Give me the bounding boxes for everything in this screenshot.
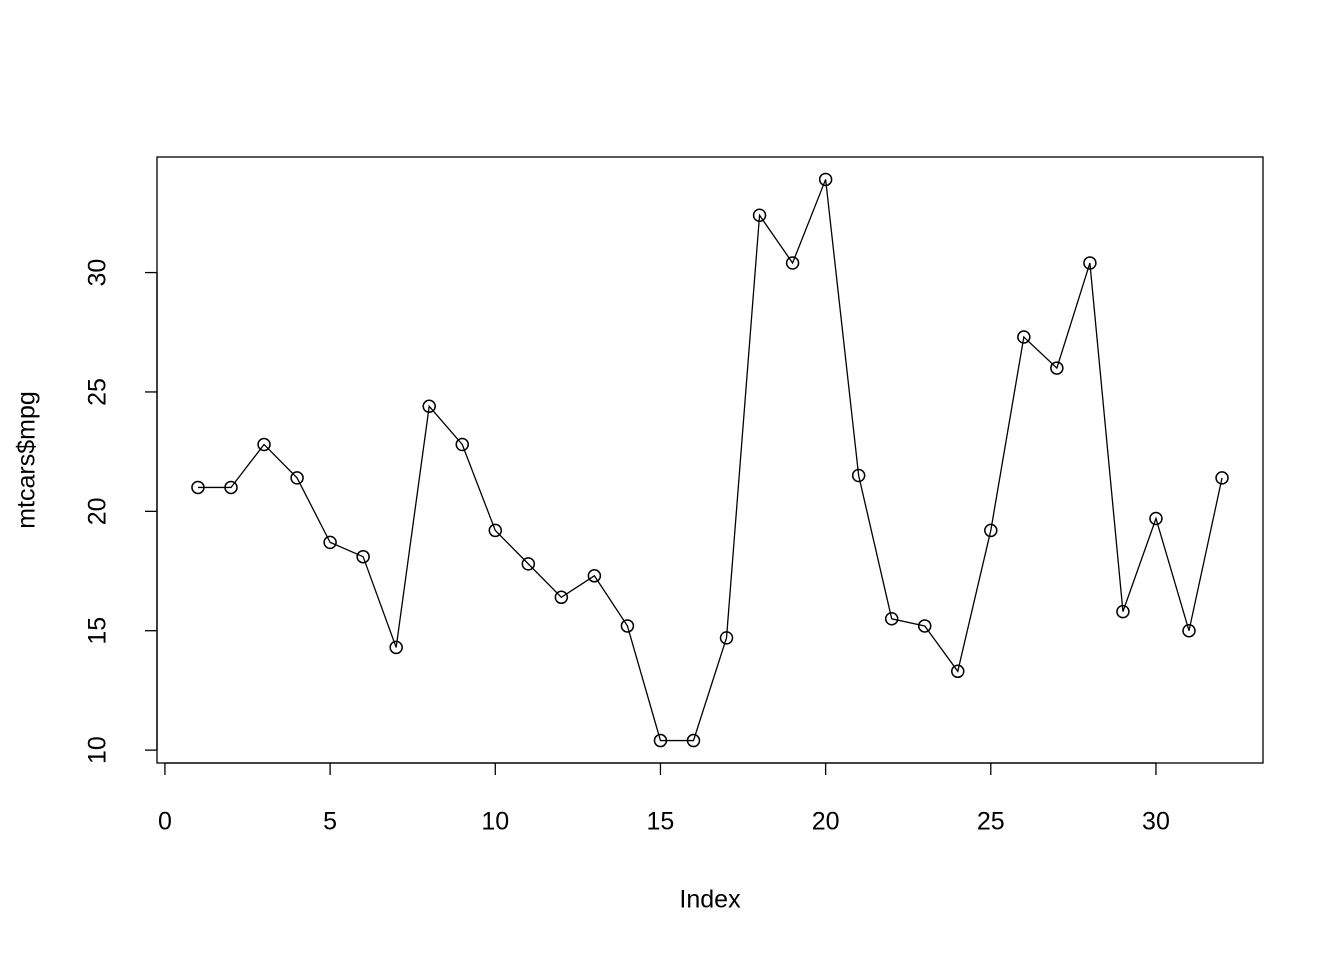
data-point <box>323 535 337 550</box>
x-tick-label: 20 <box>812 808 840 836</box>
data-line <box>197 179 1223 742</box>
data-point <box>1215 471 1229 485</box>
data-point <box>686 733 701 748</box>
data-point <box>752 208 767 223</box>
data-point <box>984 523 998 538</box>
data-point <box>257 437 271 452</box>
data-point <box>1017 330 1031 344</box>
data-point <box>620 619 635 633</box>
data-point <box>587 569 602 583</box>
data-point <box>1083 256 1097 270</box>
data-point <box>1182 623 1196 638</box>
plot-box <box>156 156 1264 764</box>
y-tick-label: 10 <box>84 736 112 764</box>
x-tick-label: 10 <box>481 808 509 836</box>
data-point <box>1050 361 1064 375</box>
y-tick-label: 15 <box>84 617 112 645</box>
x-axis-label: Index <box>679 886 741 914</box>
data-point <box>488 523 503 538</box>
data-point <box>455 437 469 452</box>
data-point <box>951 664 965 679</box>
data-point <box>224 480 238 495</box>
data-point <box>389 640 403 655</box>
data-point <box>290 471 304 485</box>
y-tick-label: 25 <box>84 378 112 406</box>
data-point <box>653 733 668 748</box>
x-tick-label: 15 <box>647 808 675 836</box>
x-tick-label: 5 <box>323 808 337 836</box>
data-point <box>917 619 932 633</box>
data-point <box>356 549 370 564</box>
data-point <box>851 468 866 483</box>
data-point <box>1116 604 1130 619</box>
x-tick-label: 25 <box>977 808 1005 836</box>
data-point <box>818 172 833 187</box>
data-point <box>521 557 536 571</box>
y-axis-label: mtcars$mpg <box>13 391 41 529</box>
data-point <box>422 399 436 414</box>
data-point <box>554 590 569 605</box>
data-point <box>785 256 800 270</box>
data-point <box>884 612 899 626</box>
data-point <box>1149 511 1163 526</box>
x-tick-label: 30 <box>1142 808 1170 836</box>
x-tick-label: 0 <box>158 808 172 836</box>
data-point <box>719 631 734 645</box>
data-point <box>191 480 205 495</box>
y-tick-label: 30 <box>84 259 112 287</box>
y-tick-label: 20 <box>84 497 112 525</box>
